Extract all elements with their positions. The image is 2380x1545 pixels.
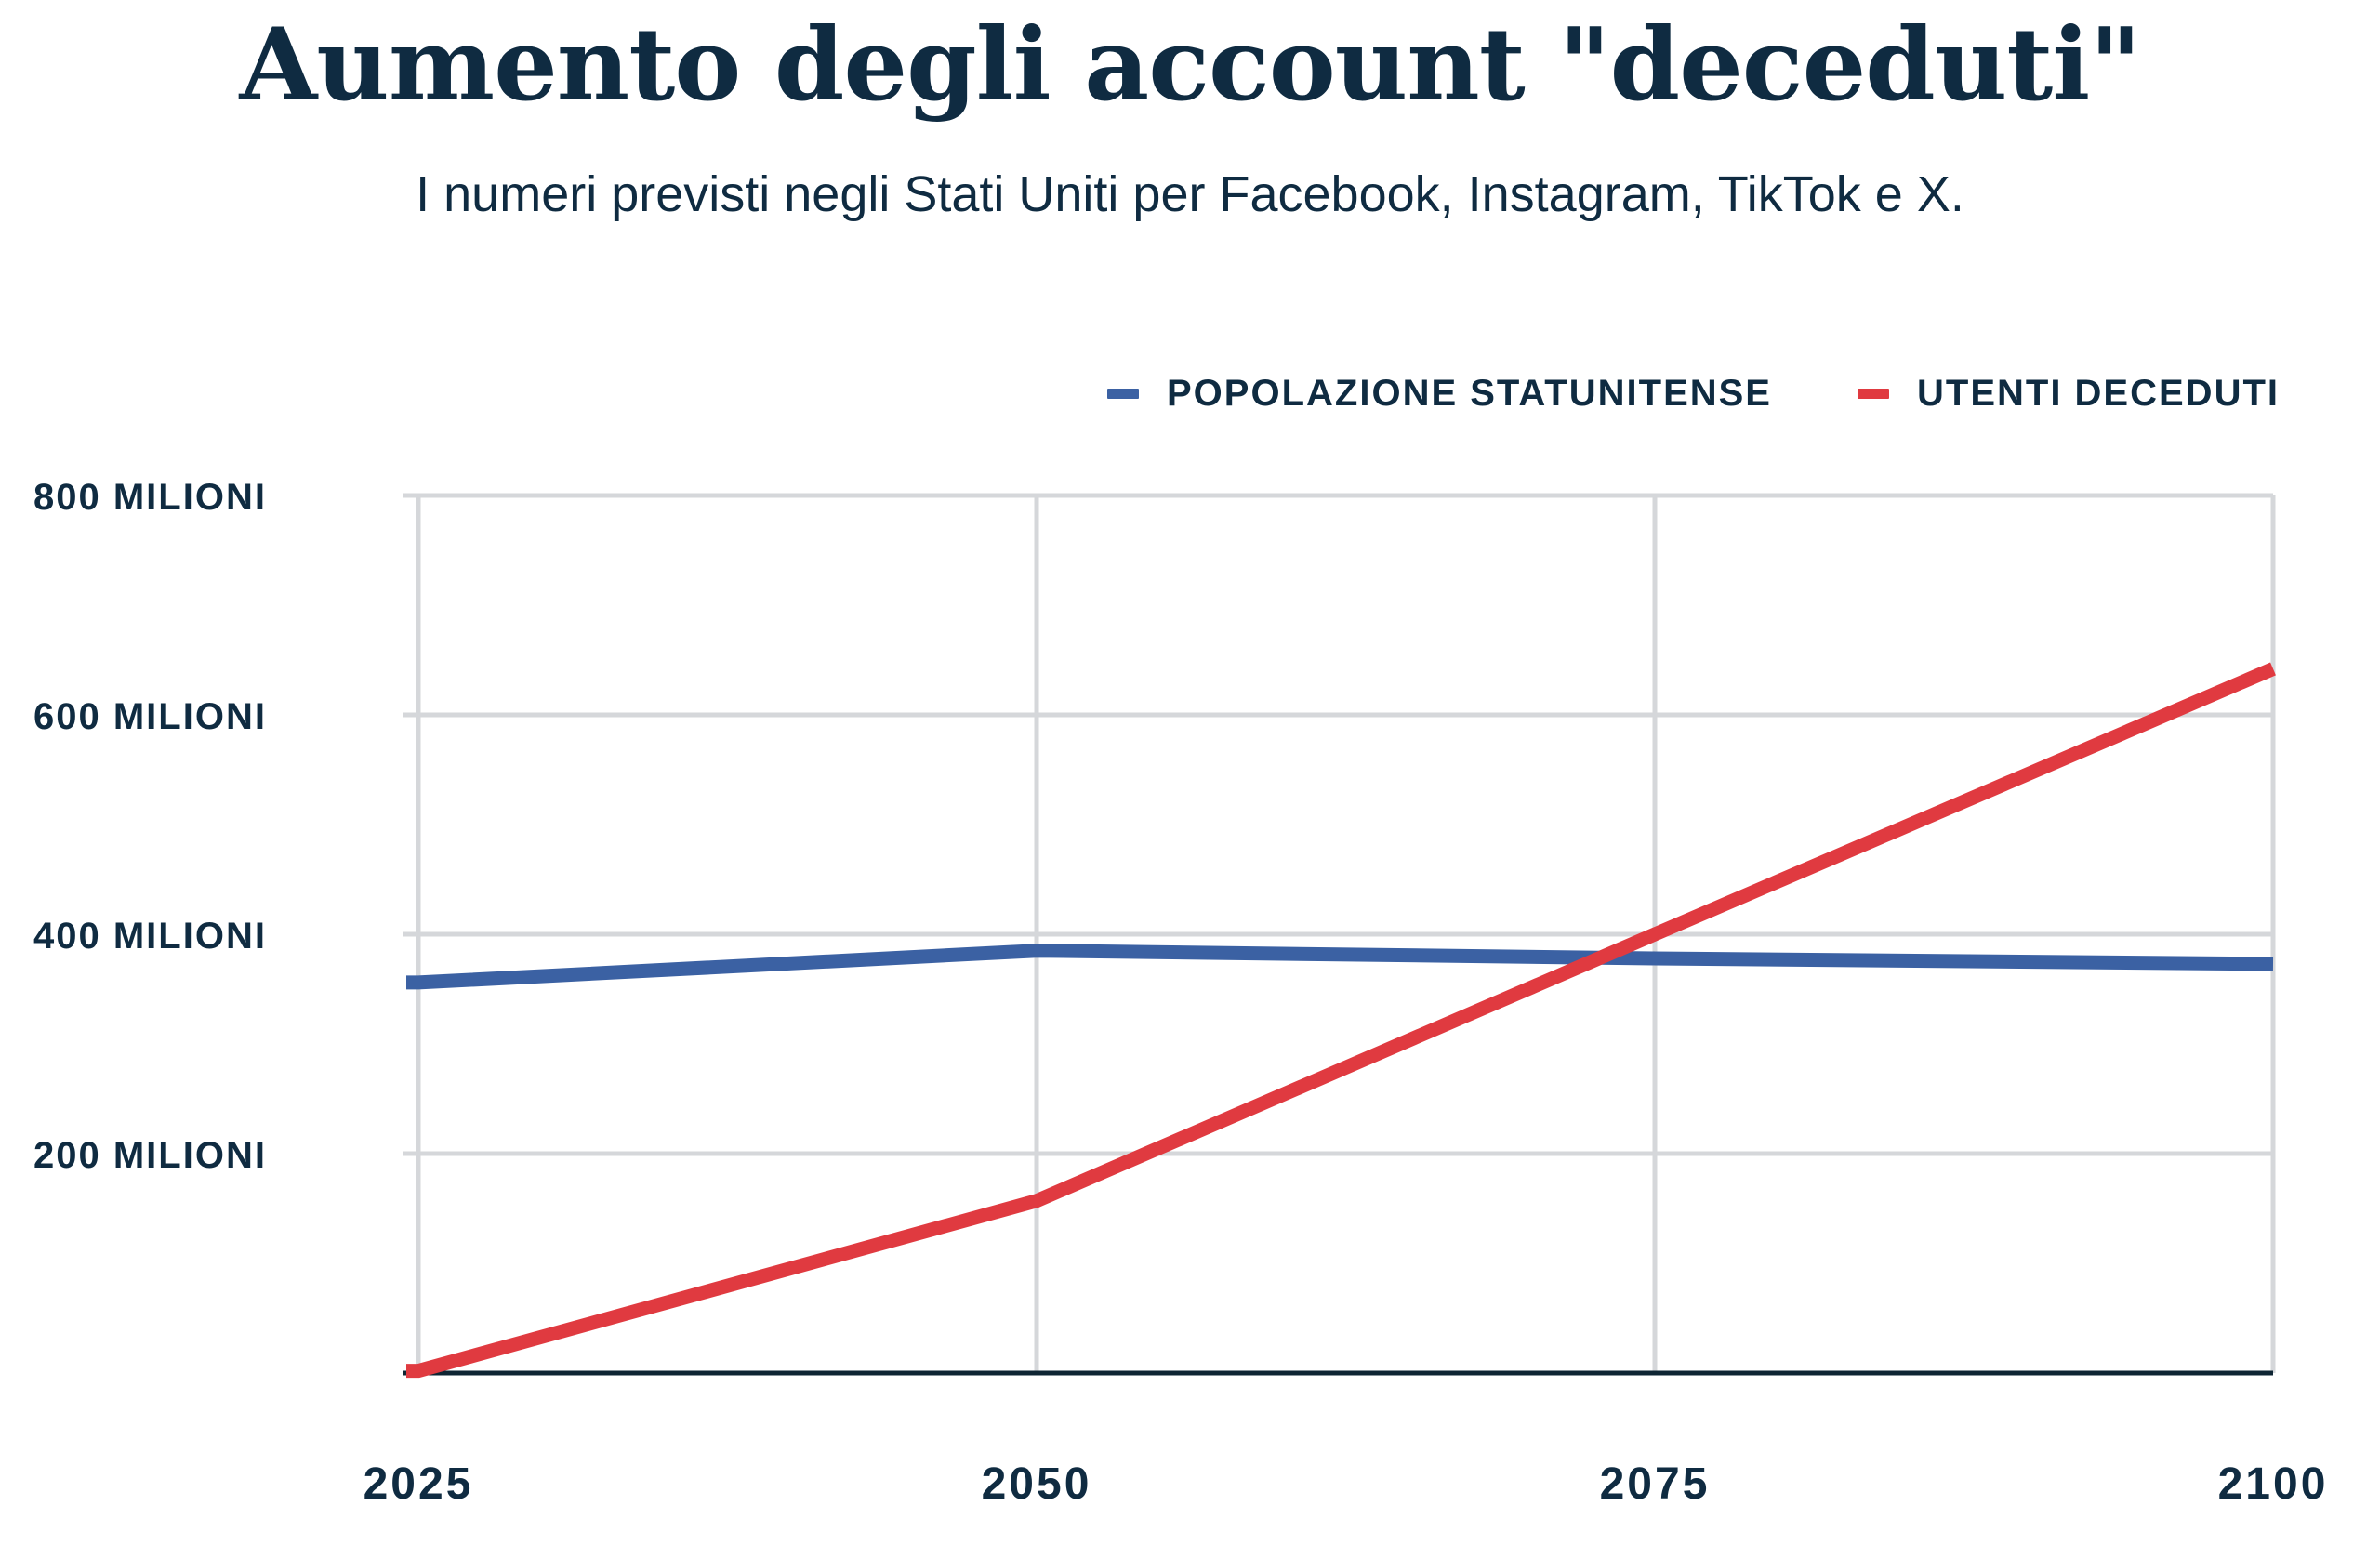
legend: POPOLAZIONE STATUNITENSE UTENTI DECEDUTI xyxy=(1107,373,2280,415)
legend-item-label: UTENTI DECEDUTI xyxy=(1917,373,2280,414)
y-axis-tick-label: 800 MILIONI xyxy=(33,477,267,518)
page-subtitle: I numeri previsti negli Stati Uniti per … xyxy=(416,166,1964,222)
x-axis-tick-label: 2100 xyxy=(2218,1459,2329,1509)
y-axis-tick-label: 600 MILIONI xyxy=(33,696,267,737)
y-axis-tick-label: 400 MILIONI xyxy=(33,916,267,957)
legend-item-label: POPOLAZIONE STATUNITENSE xyxy=(1167,373,1772,414)
series-line-population xyxy=(406,944,2274,990)
legend-item-deceased: UTENTI DECEDUTI xyxy=(1858,373,2280,415)
x-axis-tick-label: 2025 xyxy=(364,1459,474,1509)
legend-item-population: POPOLAZIONE STATUNITENSE xyxy=(1107,373,1772,415)
x-axis-tick-label: 2050 xyxy=(982,1459,1092,1509)
deceased-line-swatch xyxy=(1858,389,1889,399)
page-title: Aumento degli account "deceduti" xyxy=(239,7,2142,124)
y-axis-tick-label: 200 MILIONI xyxy=(33,1135,267,1176)
series-line-deceased xyxy=(406,662,2276,1379)
x-axis-tick-label: 2075 xyxy=(1600,1459,1711,1509)
population-line-swatch xyxy=(1107,389,1139,399)
